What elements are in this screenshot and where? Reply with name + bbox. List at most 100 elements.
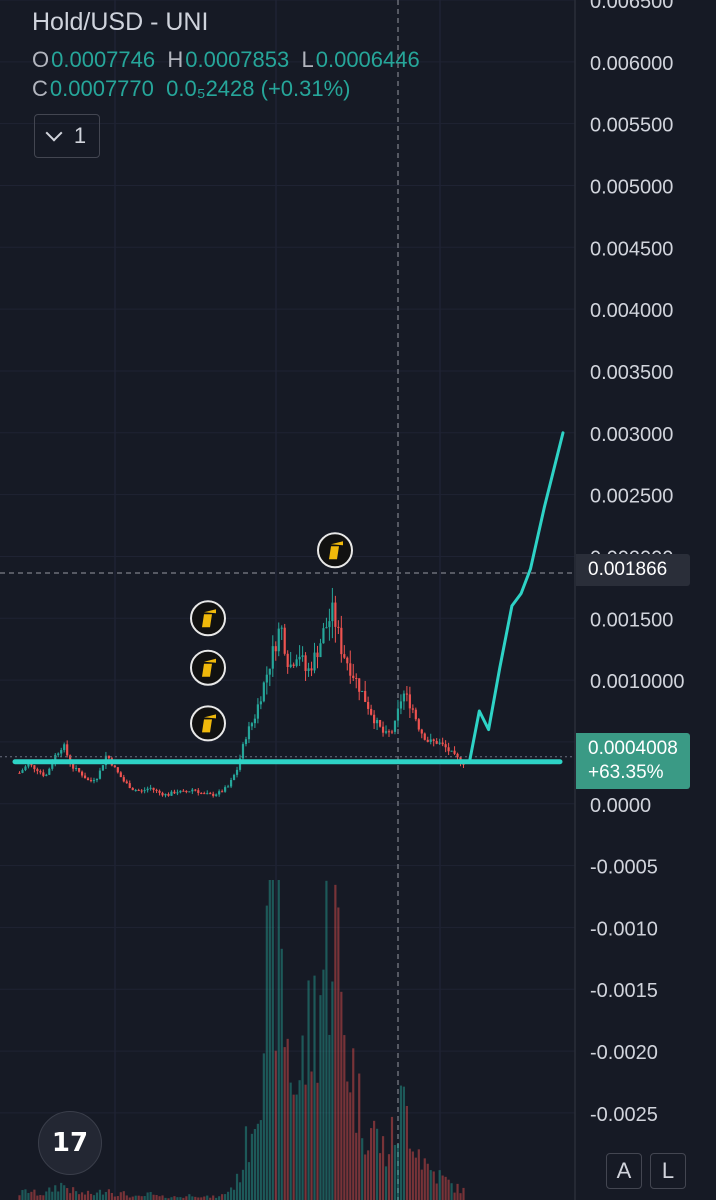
volume-bar — [340, 991, 343, 1200]
volume-bar — [399, 1085, 403, 1200]
volume-bar — [110, 1192, 113, 1200]
candle-body — [57, 753, 60, 755]
candle-body — [218, 791, 221, 795]
volume-bar — [286, 1038, 289, 1200]
volume-bar — [331, 981, 334, 1200]
open-value: 0.0007746 — [51, 47, 156, 72]
candle-body — [167, 793, 170, 796]
change-value: 0.0₅2428 (+0.31%) — [166, 76, 351, 101]
candle-body — [283, 627, 286, 654]
volume-bar — [95, 1192, 99, 1200]
volume-bar — [36, 1195, 39, 1200]
candle-body — [423, 733, 426, 740]
volume-bar — [128, 1197, 131, 1200]
candle-body — [364, 690, 367, 702]
volume-bar — [328, 1034, 331, 1200]
y-tick-label: 0.002500 — [590, 486, 673, 508]
volume-bar — [203, 1196, 206, 1200]
candle-body — [170, 791, 173, 796]
y-tick-label: 0.006000 — [590, 53, 673, 75]
log-scale-button[interactable]: L — [650, 1153, 686, 1189]
volume-bar — [364, 1154, 367, 1200]
volume-bar — [170, 1197, 173, 1200]
candle-body — [86, 778, 90, 781]
candle-body — [173, 791, 176, 794]
flag-icon[interactable] — [190, 705, 226, 742]
volume-bar — [194, 1196, 197, 1200]
volume-bar — [343, 1035, 346, 1200]
candle-body — [241, 744, 245, 759]
volume-bar — [310, 1071, 313, 1200]
volume-bar — [247, 1162, 251, 1200]
candle-body — [337, 626, 340, 628]
candle-body — [420, 729, 423, 734]
auto-scale-button[interactable]: A — [606, 1153, 642, 1189]
candle-body — [125, 781, 128, 784]
candle-body — [128, 783, 131, 789]
volume-bar — [301, 1035, 304, 1200]
volume-bar — [456, 1183, 459, 1200]
volume-bar — [221, 1194, 224, 1200]
volume-bar — [146, 1192, 149, 1200]
volume-bar — [125, 1195, 128, 1200]
y-tick-label: 0.005000 — [590, 176, 673, 198]
candle-body — [18, 772, 21, 774]
volume-bar — [402, 1086, 405, 1200]
indicators-toggle-button[interactable]: 1 — [34, 114, 100, 158]
last-price-badge: 0.0004008 +63.35% — [576, 733, 690, 789]
volume-bar — [292, 1094, 295, 1200]
symbol-title[interactable]: Hold/USD - UNI — [32, 8, 209, 36]
y-tick-label: 0.004000 — [590, 300, 673, 322]
indicator-count: 1 — [73, 123, 87, 148]
tradingview-logo-icon[interactable]: 17 — [38, 1111, 102, 1175]
volume-bar — [75, 1191, 78, 1200]
candle-body — [456, 753, 459, 758]
candle-body — [206, 793, 209, 795]
candle-body — [146, 788, 149, 791]
volume-bar — [277, 880, 280, 1200]
y-tick-label: 0.0010000 — [590, 671, 685, 693]
flag-icon[interactable] — [190, 649, 226, 686]
candle-body — [298, 656, 301, 660]
candle-body — [101, 765, 105, 771]
candle-body — [30, 763, 33, 766]
volume-bar — [98, 1189, 102, 1200]
volume-bar — [283, 1047, 286, 1200]
candle-body — [143, 790, 146, 792]
volume-bar — [235, 1173, 239, 1200]
projection-curve — [468, 431, 565, 761]
flag-icon[interactable] — [190, 600, 226, 637]
volume-bar — [337, 907, 340, 1200]
volume-bar — [307, 980, 310, 1200]
volume-bar — [441, 1175, 444, 1200]
candle-body — [134, 790, 137, 792]
y-tick-label: 0.0000 — [590, 795, 651, 817]
volume-bar — [212, 1195, 215, 1200]
volume-bar — [209, 1197, 212, 1200]
candle-body — [340, 627, 343, 655]
volume-bar — [417, 1149, 420, 1200]
candle-body — [256, 704, 259, 719]
volume-bar — [158, 1196, 161, 1200]
volume-bar — [274, 1050, 277, 1200]
y-tick-label: 0.005500 — [590, 115, 673, 137]
volume-bar — [358, 1073, 361, 1200]
volume-bar — [438, 1170, 441, 1200]
candle-body — [45, 774, 48, 776]
volume-bar — [462, 1187, 465, 1200]
volume-bar — [444, 1176, 447, 1200]
volume-bar — [27, 1193, 30, 1200]
flag-icon[interactable] — [317, 532, 353, 569]
candle-body — [447, 747, 450, 752]
volume-bar — [378, 1153, 382, 1200]
volume-bar — [319, 995, 322, 1200]
candle-body — [429, 739, 432, 742]
candle-body — [63, 744, 66, 751]
candle-body — [131, 788, 134, 791]
candle-body — [414, 709, 417, 720]
volume-bar — [370, 1128, 373, 1200]
volume-bar — [396, 1143, 400, 1200]
volume-bar — [18, 1195, 21, 1200]
